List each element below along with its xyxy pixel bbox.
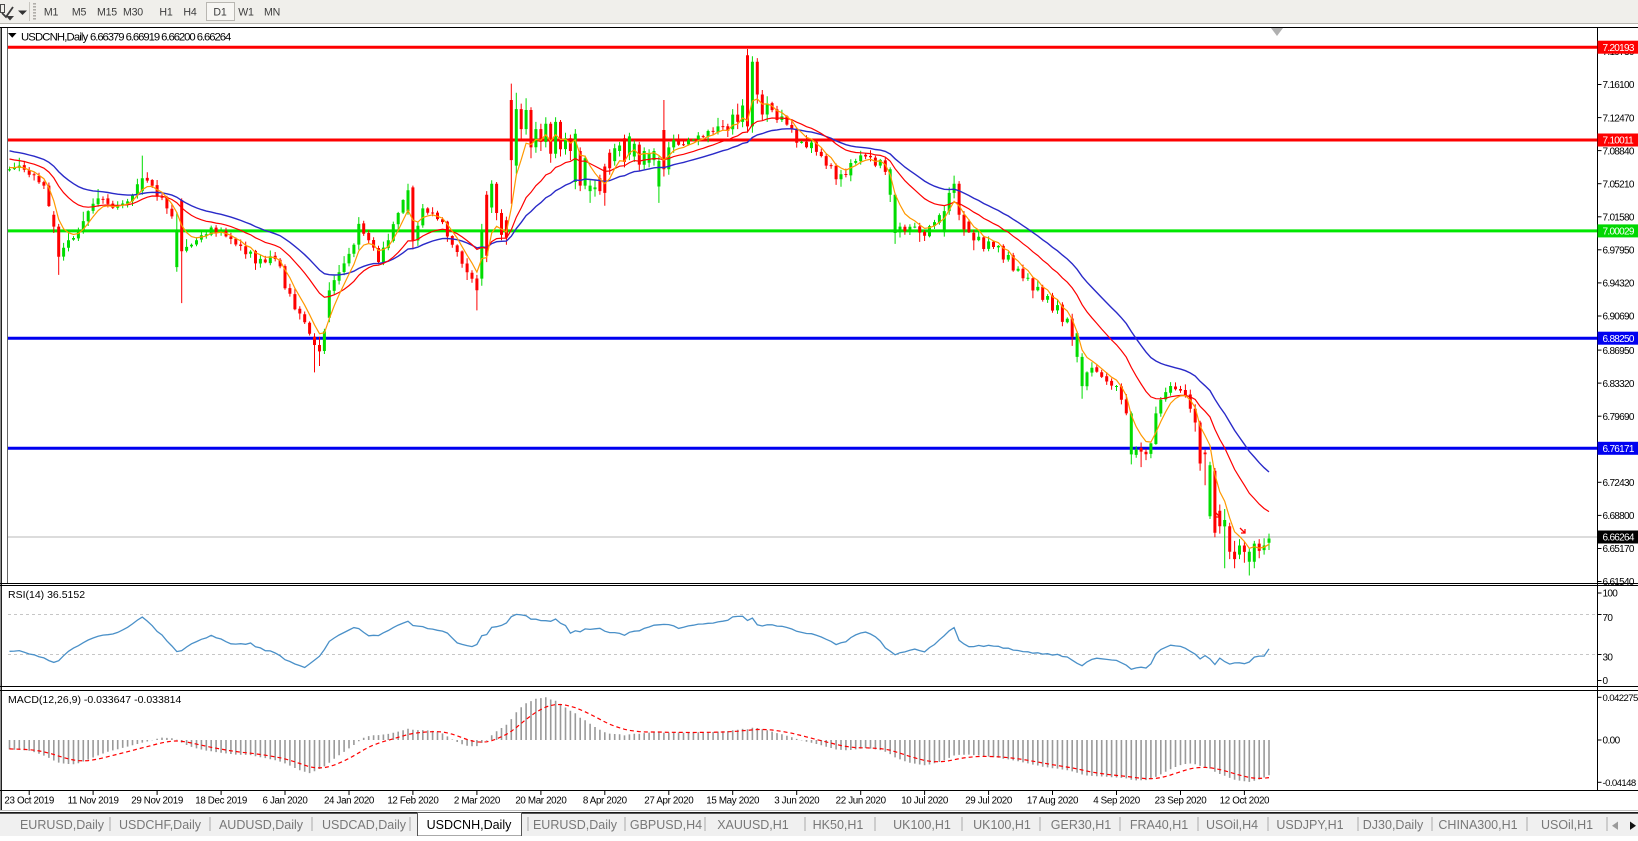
svg-text:11 Nov 2019: 11 Nov 2019 [68,796,119,807]
svg-text:8 Apr 2020: 8 Apr 2020 [583,796,628,807]
svg-text:24 Jan 2020: 24 Jan 2020 [324,796,375,807]
svg-text:7.01580: 7.01580 [1603,213,1635,224]
svg-text:12 Feb 2020: 12 Feb 2020 [387,796,439,807]
svg-text:27 Apr 2020: 27 Apr 2020 [644,796,694,807]
svg-text:UK100,H1: UK100,H1 [893,818,951,832]
svg-text:AUDUSD,Daily: AUDUSD,Daily [219,818,304,832]
svg-text:10 Jul 2020: 10 Jul 2020 [901,796,949,807]
svg-text:6.65170: 6.65170 [1603,544,1635,555]
svg-text:USDCAD,Daily: USDCAD,Daily [322,818,407,832]
svg-text:6.86950: 6.86950 [1603,346,1635,357]
svg-text:HK50,H1: HK50,H1 [813,818,864,832]
svg-text:23 Oct 2019: 23 Oct 2019 [4,796,54,807]
svg-text:6.88250: 6.88250 [1603,334,1635,345]
svg-text:22 Jun 2020: 22 Jun 2020 [836,796,887,807]
svg-text:M5: M5 [72,7,87,19]
svg-text:6.72430: 6.72430 [1603,478,1635,489]
svg-text:7.00029: 7.00029 [1603,227,1635,238]
svg-text:UK100,H1: UK100,H1 [973,818,1031,832]
svg-text:M15: M15 [97,7,117,19]
svg-text:H4: H4 [183,7,196,19]
svg-text:EURUSD,Daily: EURUSD,Daily [533,818,618,832]
svg-text:6.83320: 6.83320 [1603,379,1635,390]
svg-text:0.00: 0.00 [1603,736,1621,747]
svg-text:2 Mar 2020: 2 Mar 2020 [454,796,501,807]
svg-text:H1: H1 [159,7,172,19]
svg-text:FRA40,H1: FRA40,H1 [1130,818,1188,832]
svg-text:15 May 2020: 15 May 2020 [706,796,760,807]
svg-text:USDCNH,Daily: USDCNH,Daily [427,818,512,832]
svg-text:MACD(12,26,9) -0.033647 -0.033: MACD(12,26,9) -0.033647 -0.033814 [8,694,182,706]
svg-text:M1: M1 [44,7,59,19]
svg-text:12 Oct 2020: 12 Oct 2020 [1220,796,1270,807]
svg-text:17 Aug 2020: 17 Aug 2020 [1027,796,1079,807]
svg-text:GBPUSD,H4: GBPUSD,H4 [630,818,702,832]
svg-text:M30: M30 [123,7,143,19]
svg-text:6 Jan 2020: 6 Jan 2020 [263,796,309,807]
svg-text:XAUUSD,H1: XAUUSD,H1 [717,818,789,832]
svg-text:18 Dec 2019: 18 Dec 2019 [195,796,247,807]
svg-text:7.10011: 7.10011 [1603,136,1635,147]
svg-text:7.08840: 7.08840 [1603,146,1635,157]
svg-text:USDCHF,Daily: USDCHF,Daily [119,818,202,832]
svg-text:CHINA300,H1: CHINA300,H1 [1438,818,1517,832]
svg-text:GER30,H1: GER30,H1 [1051,818,1111,832]
svg-text:RSI(14) 36.5152: RSI(14) 36.5152 [8,589,85,601]
svg-text:USDJPY,H1: USDJPY,H1 [1276,818,1343,832]
svg-text:6.68800: 6.68800 [1603,511,1635,522]
svg-text:6.61540: 6.61540 [1603,577,1635,588]
svg-text:6.97950: 6.97950 [1603,246,1635,257]
svg-text:7.12470: 7.12470 [1603,113,1635,124]
svg-text:MN: MN [264,7,280,19]
svg-text:D1: D1 [213,7,226,19]
svg-text:23 Sep 2020: 23 Sep 2020 [1155,796,1208,807]
svg-text:6.90690: 6.90690 [1603,312,1635,323]
svg-text:30: 30 [1603,653,1614,664]
svg-text:6.79690: 6.79690 [1603,412,1635,423]
svg-text:6.76171: 6.76171 [1603,444,1635,455]
svg-text:29 Jul 2020: 29 Jul 2020 [965,796,1013,807]
svg-text:DJ30,Daily: DJ30,Daily [1363,818,1424,832]
svg-text:3 Jun 2020: 3 Jun 2020 [774,796,820,807]
svg-text:EURUSD,Daily: EURUSD,Daily [20,818,105,832]
svg-text:W1: W1 [238,7,254,19]
svg-text:6.66264: 6.66264 [1603,533,1635,544]
svg-text:4 Sep 2020: 4 Sep 2020 [1093,796,1141,807]
svg-text:100: 100 [1603,589,1619,600]
svg-text:29 Nov 2019: 29 Nov 2019 [131,796,183,807]
svg-text:20 Mar 2020: 20 Mar 2020 [515,796,567,807]
svg-text:USOil,H4: USOil,H4 [1206,818,1258,832]
svg-text:0.042275: 0.042275 [1603,693,1638,704]
svg-text:70: 70 [1603,613,1614,624]
svg-text:-0.04148: -0.04148 [1603,778,1636,789]
svg-text:7.05210: 7.05210 [1603,179,1635,190]
svg-text:USOil,H1: USOil,H1 [1541,818,1593,832]
svg-text:7.20193: 7.20193 [1603,43,1635,54]
svg-text:6.94320: 6.94320 [1603,279,1635,290]
svg-text:7.16100: 7.16100 [1603,80,1635,91]
